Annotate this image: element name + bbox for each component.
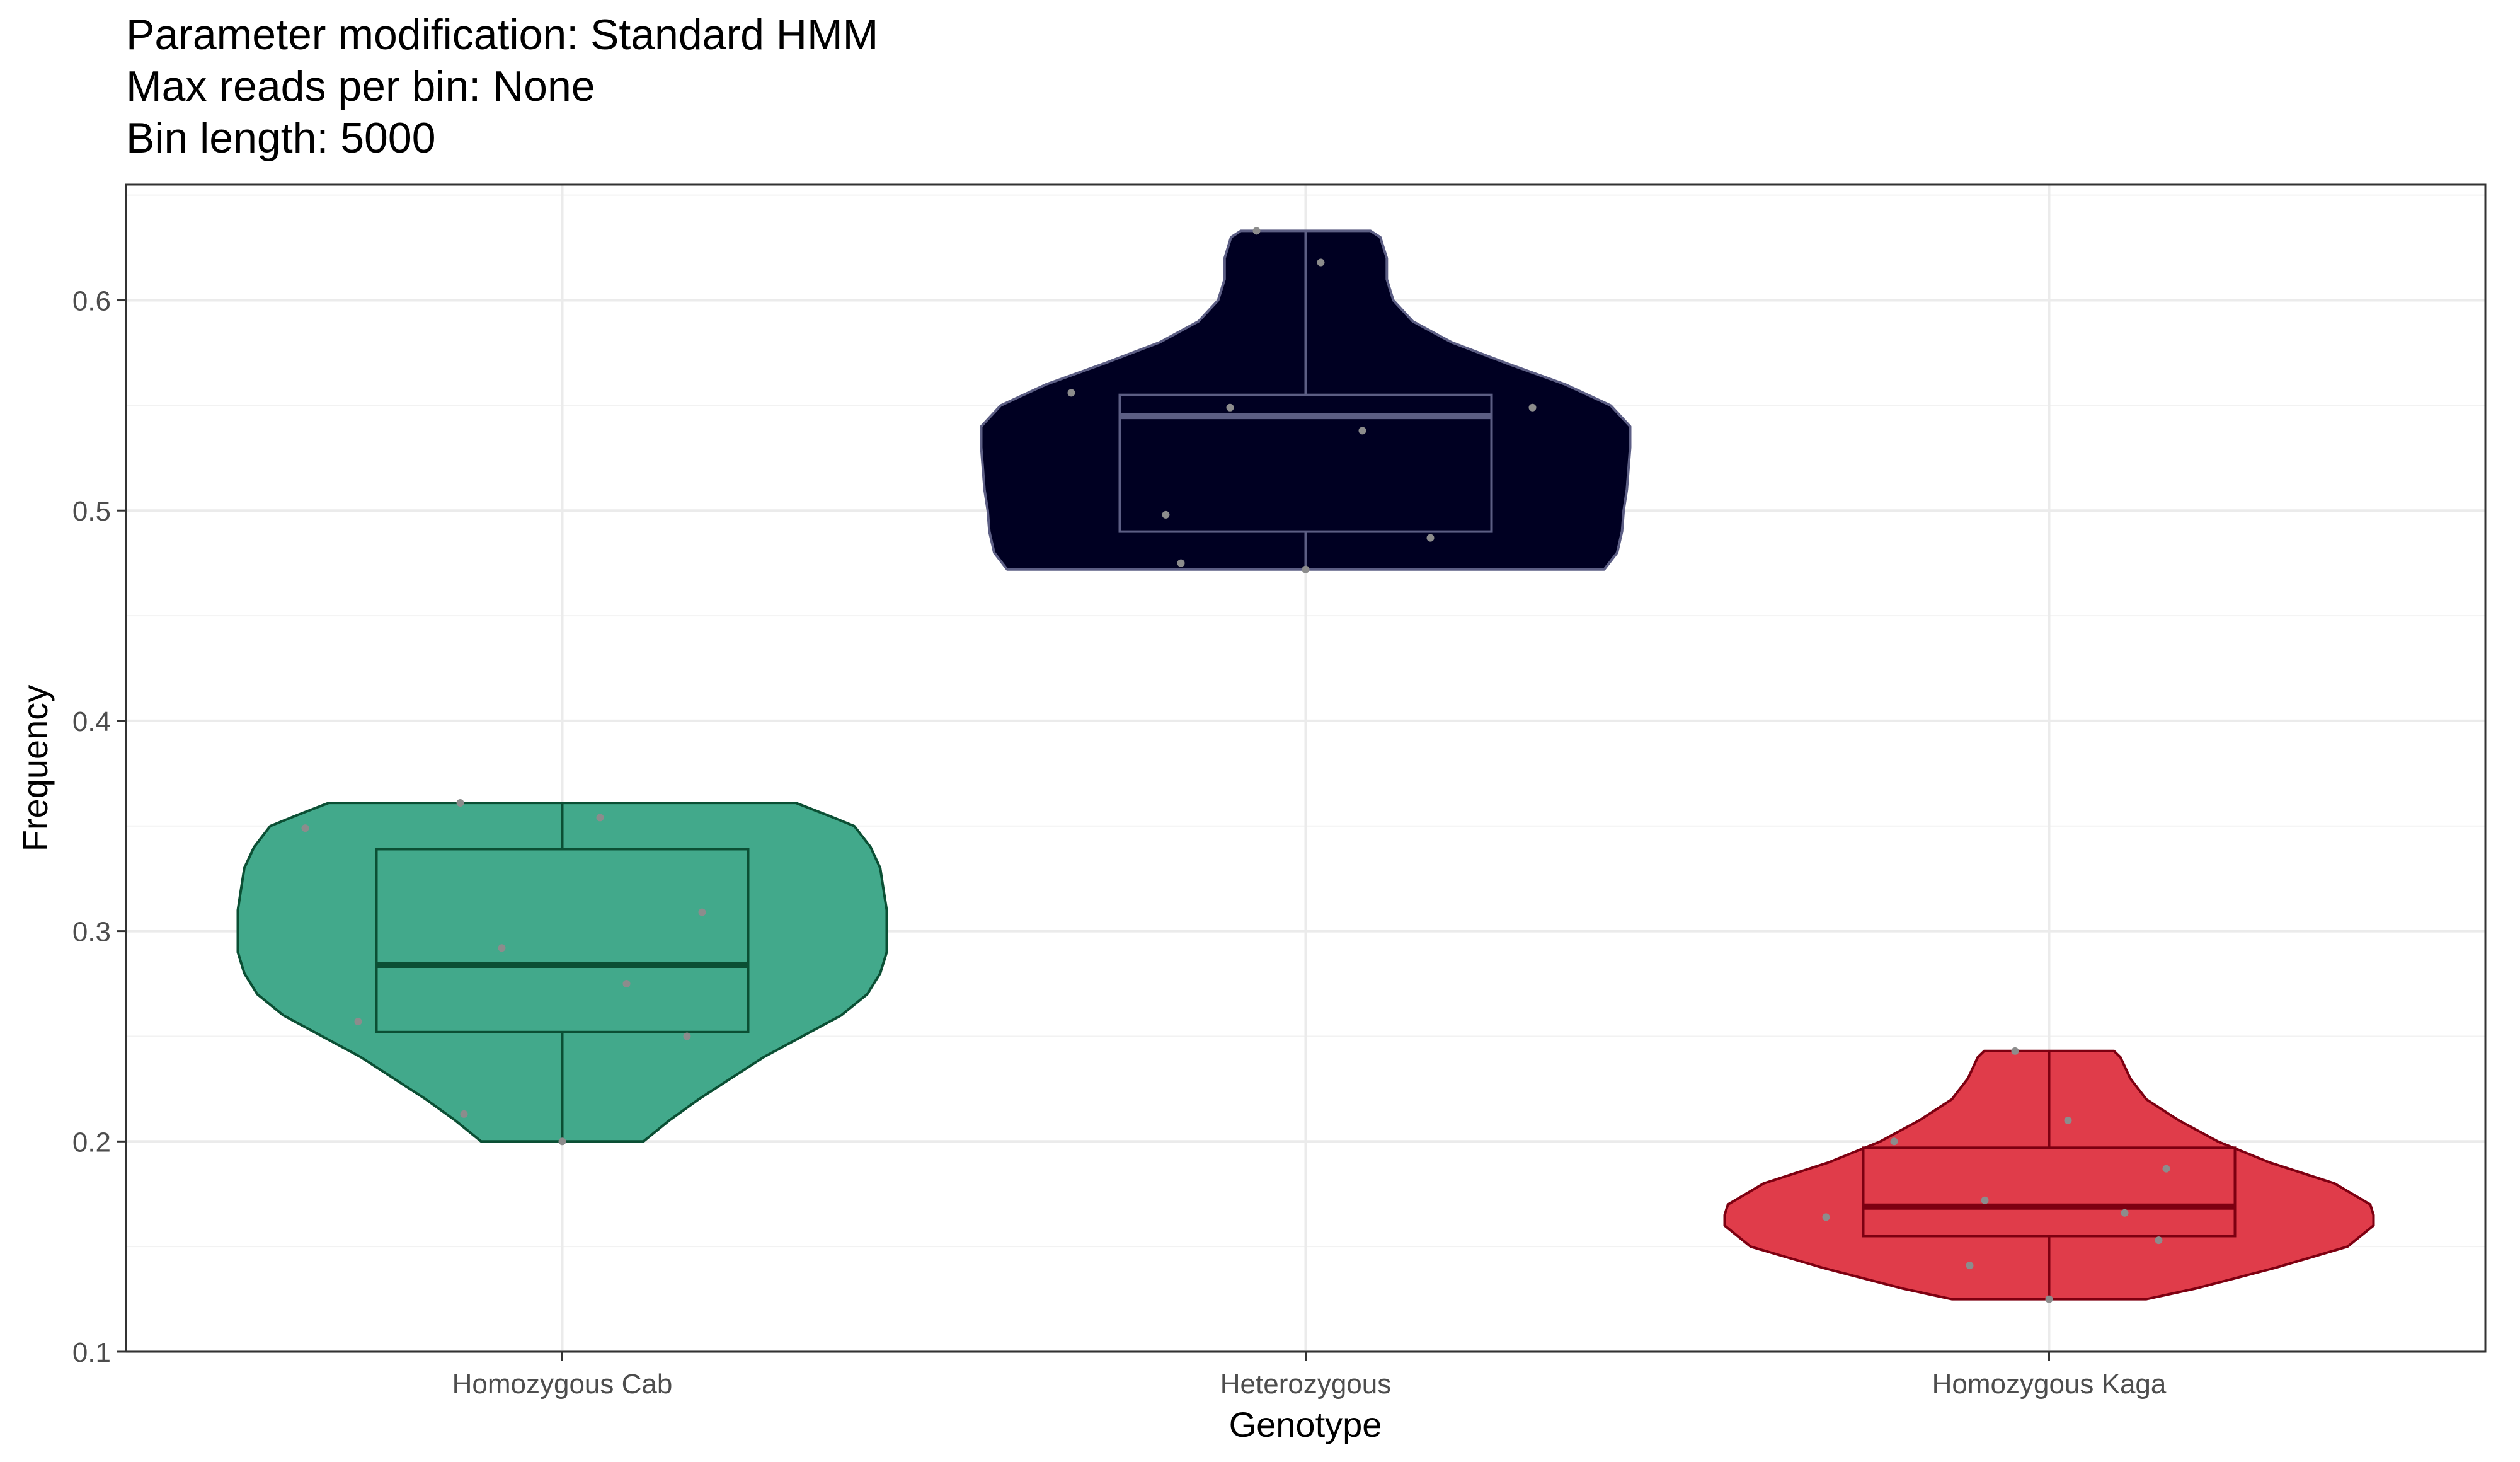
data-point [1317, 258, 1325, 267]
data-point [1302, 565, 1310, 573]
data-point [1528, 403, 1537, 412]
x-tick-label: Homozygous Kaga [1932, 1369, 2167, 1400]
data-point [2064, 1116, 2072, 1124]
axes: 0.1 0.2 0.3 0.4 0.5 0.6 Homozygous Cab Heterozy… [72, 286, 2167, 1400]
chart-title: Parameter modification: Standard HMM Max… [126, 9, 878, 164]
data-point [1067, 389, 1075, 397]
x-axis-label: Genotype [1229, 1405, 1382, 1444]
data-point [622, 980, 631, 988]
data-point [301, 824, 309, 832]
data-point [558, 1137, 566, 1146]
violins [236, 229, 2375, 1301]
data-point [1162, 510, 1170, 519]
data-point [456, 799, 464, 807]
data-point [2155, 1236, 2163, 1245]
data-point [2162, 1165, 2170, 1173]
data-point [498, 944, 506, 952]
box-3 [1862, 1146, 2236, 1238]
data-point [2011, 1047, 2019, 1055]
data-point [1966, 1262, 1974, 1270]
box-1 [375, 848, 750, 1033]
jitter-points [301, 227, 2170, 1303]
y-tick-label: 0.2 [72, 1127, 111, 1158]
data-point [1426, 534, 1435, 542]
data-point [1177, 559, 1185, 567]
data-point [683, 1032, 691, 1040]
data-point [354, 1018, 362, 1026]
data-point [1252, 227, 1261, 235]
title-line-1: Parameter modification: Standard HMM [126, 11, 879, 59]
title-line-2: Max reads per bin: None [126, 62, 595, 110]
x-tick-label: Heterozygous [1220, 1369, 1391, 1400]
y-tick-label: 0.1 [72, 1337, 111, 1368]
y-tick-label: 0.3 [72, 917, 111, 948]
data-point [1822, 1213, 1830, 1221]
data-point [2121, 1209, 2129, 1217]
data-point [2045, 1295, 2053, 1303]
y-axis-label: Frequency [15, 685, 55, 852]
x-tick-label: Homozygous Cab [452, 1369, 673, 1400]
data-point [596, 814, 604, 822]
data-point [1358, 427, 1366, 435]
data-point [1981, 1196, 1989, 1204]
y-tick-label: 0.6 [72, 286, 111, 317]
title-line-3: Bin length: 5000 [126, 114, 436, 162]
data-point [698, 908, 706, 916]
data-point [1226, 403, 1234, 412]
data-point [1890, 1137, 1898, 1146]
y-tick-label: 0.4 [72, 706, 111, 737]
data-point [460, 1110, 468, 1118]
y-tick-label: 0.5 [72, 496, 111, 527]
